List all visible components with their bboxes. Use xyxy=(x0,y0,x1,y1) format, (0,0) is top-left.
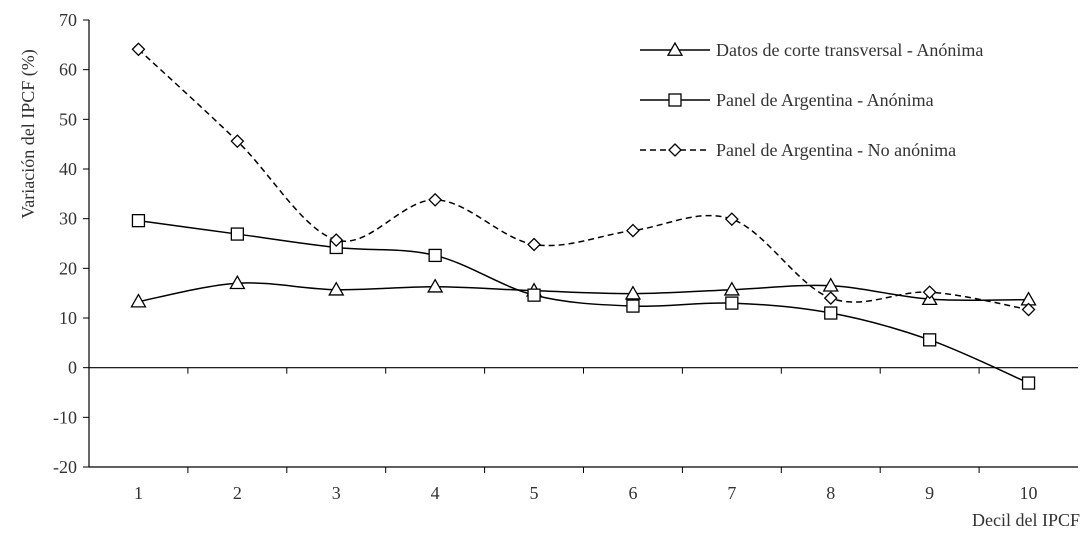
x-tick-label: 9 xyxy=(925,483,934,503)
data-point-diamond xyxy=(131,42,146,57)
axes: -20 -10 0 10 20 30 40 50 60 70 1 2 3 4 5 6 7 8 9 10 xyxy=(53,10,1078,503)
y-tick-label: 40 xyxy=(59,159,77,179)
legend-label: Datos de corte transversal - Anónima xyxy=(716,40,983,60)
legend-item: Datos de corte transversal - Anónima xyxy=(640,40,983,60)
y-tick-label: 0 xyxy=(68,358,77,378)
legend-marker-square xyxy=(668,93,682,107)
y-axis-title: Variación del IPCF (%) xyxy=(18,49,39,218)
data-point-square xyxy=(527,288,541,302)
series-layer xyxy=(130,42,1037,390)
data-point-diamond xyxy=(823,291,838,306)
data-point-diamond xyxy=(230,134,245,149)
legend-label: Panel de Argentina - Anónima xyxy=(716,90,934,110)
legend-item: Panel de Argentina - No anónima xyxy=(640,140,956,160)
x-tick-label: 2 xyxy=(233,483,242,503)
x-tick-label: 7 xyxy=(727,483,736,503)
data-point-square xyxy=(131,214,146,228)
series-line-1 xyxy=(138,282,1029,303)
x-axis-title: Decil del IPCF xyxy=(972,510,1080,530)
y-tick-label: 10 xyxy=(59,308,77,328)
data-point-square xyxy=(725,296,739,310)
legend: Datos de corte transversal - Anónima Pane… xyxy=(640,40,983,160)
series-1 xyxy=(130,274,1037,308)
series-3 xyxy=(131,42,1036,317)
data-point-triangle xyxy=(229,274,246,290)
data-point-triangle xyxy=(624,285,642,300)
y-tick-label: 20 xyxy=(59,258,77,278)
y-tick-label: 30 xyxy=(59,209,77,229)
legend-label: Panel de Argentina - No anónima xyxy=(716,140,956,160)
x-tick-label: 3 xyxy=(332,483,341,503)
y-tick-label: -10 xyxy=(53,407,77,427)
series-line-2 xyxy=(138,219,1029,384)
y-tick-label: 50 xyxy=(59,109,77,129)
x-tick-label: 4 xyxy=(431,483,440,503)
data-point-square xyxy=(230,227,245,241)
data-point-triangle xyxy=(822,277,839,292)
data-point-square xyxy=(923,333,937,347)
x-tick-label: 6 xyxy=(628,483,637,503)
data-point-diamond xyxy=(626,223,640,238)
data-point-square xyxy=(626,299,640,313)
data-point-diamond xyxy=(329,233,344,247)
legend-marker-triangle xyxy=(666,41,684,56)
data-point-diamond xyxy=(428,192,443,207)
data-point-triangle xyxy=(130,293,147,308)
x-tick-label: 10 xyxy=(1020,483,1038,503)
x-tick-label: 5 xyxy=(530,483,539,503)
data-point-diamond xyxy=(724,212,739,227)
legend-marker-diamond xyxy=(668,143,682,157)
legend-item: Panel de Argentina - Anónima xyxy=(640,90,934,110)
y-tick-label: 60 xyxy=(59,60,77,80)
data-point-diamond xyxy=(527,237,541,252)
x-tick-label: 8 xyxy=(826,483,835,503)
data-point-triangle xyxy=(427,278,444,293)
data-point-square xyxy=(428,248,442,263)
data-point-triangle xyxy=(723,281,740,296)
y-tick-label: -20 xyxy=(53,457,77,477)
data-point-diamond xyxy=(1021,302,1036,317)
series-2 xyxy=(131,214,1036,390)
data-point-triangle xyxy=(328,281,345,296)
x-tick-label: 1 xyxy=(134,483,143,503)
data-point-diamond xyxy=(922,285,937,300)
data-point-square xyxy=(1021,376,1036,390)
series-line-3 xyxy=(137,48,1029,311)
data-point-square xyxy=(824,306,838,320)
y-tick-label: 70 xyxy=(59,10,77,30)
